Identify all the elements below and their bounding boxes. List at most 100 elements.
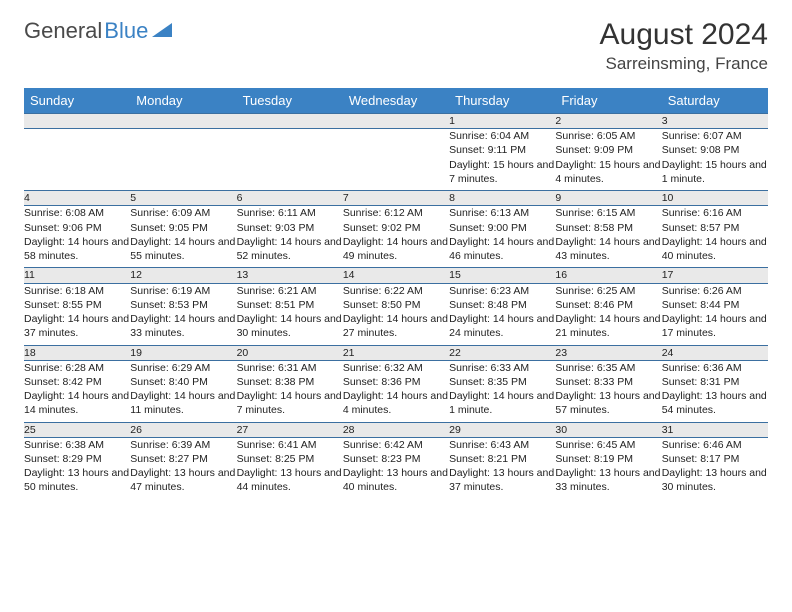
sunset-text: Sunset: 9:00 PM — [449, 221, 555, 235]
daylight-text: Daylight: 14 hours and 49 minutes. — [343, 235, 449, 263]
daylight-text: Daylight: 14 hours and 46 minutes. — [449, 235, 555, 263]
sunset-text: Sunset: 8:25 PM — [237, 452, 343, 466]
day-detail-row: Sunrise: 6:08 AMSunset: 9:06 PMDaylight:… — [24, 206, 768, 268]
sunrise-text: Sunrise: 6:32 AM — [343, 361, 449, 375]
sunrise-text: Sunrise: 6:19 AM — [130, 284, 236, 298]
day-detail-cell: Sunrise: 6:41 AMSunset: 8:25 PMDaylight:… — [237, 437, 343, 499]
day-number-cell: 24 — [662, 345, 768, 360]
sunset-text: Sunset: 8:53 PM — [130, 298, 236, 312]
sunset-text: Sunset: 8:35 PM — [449, 375, 555, 389]
day-detail-cell: Sunrise: 6:05 AMSunset: 9:09 PMDaylight:… — [555, 129, 661, 191]
sunrise-text: Sunrise: 6:25 AM — [555, 284, 661, 298]
weekday-header: Monday — [130, 88, 236, 114]
day-detail-cell: Sunrise: 6:07 AMSunset: 9:08 PMDaylight:… — [662, 129, 768, 191]
weekday-header-row: Sunday Monday Tuesday Wednesday Thursday… — [24, 88, 768, 114]
daylight-text: Daylight: 14 hours and 58 minutes. — [24, 235, 130, 263]
daylight-text: Daylight: 14 hours and 7 minutes. — [237, 389, 343, 417]
day-detail-cell: Sunrise: 6:45 AMSunset: 8:19 PMDaylight:… — [555, 437, 661, 499]
title-block: August 2024 Sarreinsming, France — [600, 18, 768, 74]
daylight-text: Daylight: 14 hours and 17 minutes. — [662, 312, 768, 340]
day-number-cell — [237, 114, 343, 129]
day-detail-cell — [24, 129, 130, 191]
sunset-text: Sunset: 8:44 PM — [662, 298, 768, 312]
sunset-text: Sunset: 8:55 PM — [24, 298, 130, 312]
day-number-cell: 30 — [555, 422, 661, 437]
day-detail-cell: Sunrise: 6:11 AMSunset: 9:03 PMDaylight:… — [237, 206, 343, 268]
sunrise-text: Sunrise: 6:11 AM — [237, 206, 343, 220]
sunrise-text: Sunrise: 6:45 AM — [555, 438, 661, 452]
day-detail-cell: Sunrise: 6:46 AMSunset: 8:17 PMDaylight:… — [662, 437, 768, 499]
daylight-text: Daylight: 15 hours and 4 minutes. — [555, 158, 661, 186]
daylight-text: Daylight: 13 hours and 37 minutes. — [449, 466, 555, 494]
day-number-cell: 1 — [449, 114, 555, 129]
sunrise-text: Sunrise: 6:15 AM — [555, 206, 661, 220]
daylight-text: Daylight: 14 hours and 43 minutes. — [555, 235, 661, 263]
sunset-text: Sunset: 8:33 PM — [555, 375, 661, 389]
day-number-row: 11121314151617 — [24, 268, 768, 283]
daylight-text: Daylight: 13 hours and 30 minutes. — [662, 466, 768, 494]
sunset-text: Sunset: 9:09 PM — [555, 143, 661, 157]
day-detail-cell: Sunrise: 6:36 AMSunset: 8:31 PMDaylight:… — [662, 360, 768, 422]
sunrise-text: Sunrise: 6:21 AM — [237, 284, 343, 298]
daylight-text: Daylight: 13 hours and 57 minutes. — [555, 389, 661, 417]
sunrise-text: Sunrise: 6:05 AM — [555, 129, 661, 143]
sunset-text: Sunset: 8:17 PM — [662, 452, 768, 466]
day-number-cell: 5 — [130, 191, 236, 206]
daylight-text: Daylight: 14 hours and 40 minutes. — [662, 235, 768, 263]
daylight-text: Daylight: 14 hours and 24 minutes. — [449, 312, 555, 340]
day-number-cell: 11 — [24, 268, 130, 283]
weekday-header: Thursday — [449, 88, 555, 114]
day-number-row: 123 — [24, 114, 768, 129]
weekday-header: Tuesday — [237, 88, 343, 114]
daylight-text: Daylight: 14 hours and 21 minutes. — [555, 312, 661, 340]
day-number-cell: 2 — [555, 114, 661, 129]
sunrise-text: Sunrise: 6:39 AM — [130, 438, 236, 452]
daylight-text: Daylight: 14 hours and 14 minutes. — [24, 389, 130, 417]
page-header: GeneralBlue August 2024 Sarreinsming, Fr… — [24, 18, 768, 74]
daylight-text: Daylight: 13 hours and 33 minutes. — [555, 466, 661, 494]
daylight-text: Daylight: 14 hours and 52 minutes. — [237, 235, 343, 263]
day-number-cell: 3 — [662, 114, 768, 129]
day-number-cell: 16 — [555, 268, 661, 283]
sunrise-text: Sunrise: 6:12 AM — [343, 206, 449, 220]
sunrise-text: Sunrise: 6:13 AM — [449, 206, 555, 220]
day-detail-cell: Sunrise: 6:35 AMSunset: 8:33 PMDaylight:… — [555, 360, 661, 422]
day-detail-cell: Sunrise: 6:25 AMSunset: 8:46 PMDaylight:… — [555, 283, 661, 345]
day-number-cell: 6 — [237, 191, 343, 206]
day-detail-cell: Sunrise: 6:21 AMSunset: 8:51 PMDaylight:… — [237, 283, 343, 345]
day-number-cell: 29 — [449, 422, 555, 437]
day-number-row: 45678910 — [24, 191, 768, 206]
daylight-text: Daylight: 13 hours and 47 minutes. — [130, 466, 236, 494]
sunset-text: Sunset: 8:21 PM — [449, 452, 555, 466]
daylight-text: Daylight: 14 hours and 33 minutes. — [130, 312, 236, 340]
sunrise-text: Sunrise: 6:22 AM — [343, 284, 449, 298]
sunrise-text: Sunrise: 6:41 AM — [237, 438, 343, 452]
sunrise-text: Sunrise: 6:29 AM — [130, 361, 236, 375]
day-detail-cell: Sunrise: 6:42 AMSunset: 8:23 PMDaylight:… — [343, 437, 449, 499]
daylight-text: Daylight: 13 hours and 40 minutes. — [343, 466, 449, 494]
daylight-text: Daylight: 15 hours and 1 minute. — [662, 158, 768, 186]
sunrise-text: Sunrise: 6:33 AM — [449, 361, 555, 375]
day-number-cell: 13 — [237, 268, 343, 283]
day-number-cell: 27 — [237, 422, 343, 437]
day-detail-row: Sunrise: 6:04 AMSunset: 9:11 PMDaylight:… — [24, 129, 768, 191]
day-detail-cell — [237, 129, 343, 191]
day-number-cell: 25 — [24, 422, 130, 437]
sunrise-text: Sunrise: 6:23 AM — [449, 284, 555, 298]
day-detail-cell: Sunrise: 6:13 AMSunset: 9:00 PMDaylight:… — [449, 206, 555, 268]
sunset-text: Sunset: 8:50 PM — [343, 298, 449, 312]
daylight-text: Daylight: 14 hours and 37 minutes. — [24, 312, 130, 340]
day-detail-cell: Sunrise: 6:31 AMSunset: 8:38 PMDaylight:… — [237, 360, 343, 422]
day-number-cell: 17 — [662, 268, 768, 283]
day-detail-cell: Sunrise: 6:39 AMSunset: 8:27 PMDaylight:… — [130, 437, 236, 499]
weekday-header: Friday — [555, 88, 661, 114]
day-number-cell: 4 — [24, 191, 130, 206]
sunrise-text: Sunrise: 6:31 AM — [237, 361, 343, 375]
day-number-cell — [343, 114, 449, 129]
day-number-cell: 26 — [130, 422, 236, 437]
sunrise-text: Sunrise: 6:43 AM — [449, 438, 555, 452]
day-detail-cell: Sunrise: 6:28 AMSunset: 8:42 PMDaylight:… — [24, 360, 130, 422]
sunset-text: Sunset: 9:02 PM — [343, 221, 449, 235]
sunset-text: Sunset: 9:05 PM — [130, 221, 236, 235]
sunrise-text: Sunrise: 6:26 AM — [662, 284, 768, 298]
